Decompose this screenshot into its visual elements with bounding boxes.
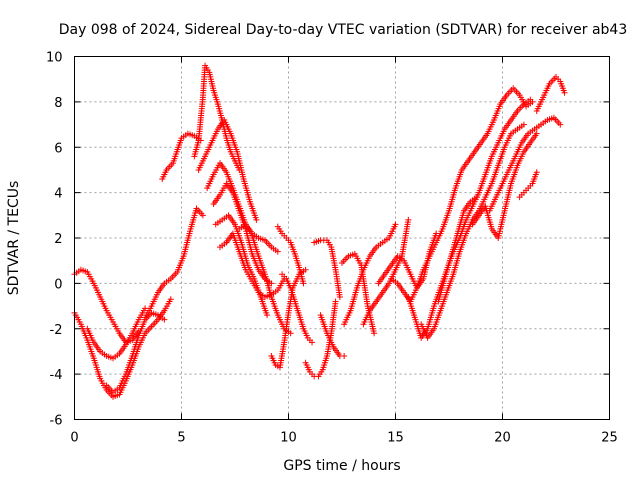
series-track-7 — [191, 62, 243, 173]
y-tick-label: 8 — [54, 96, 62, 111]
data-point-marker — [371, 330, 378, 337]
series-track-13 — [236, 221, 294, 337]
series-track-26 — [418, 121, 527, 341]
x-tick-label: 5 — [177, 431, 185, 446]
x-axis-label: GPS time / hours — [283, 458, 400, 474]
data-point-marker — [167, 296, 174, 303]
data-point-marker — [533, 130, 540, 137]
series-track-24 — [388, 85, 536, 305]
y-tick-label: -4 — [50, 368, 63, 383]
series-track-27 — [435, 194, 480, 305]
data-point-marker — [199, 212, 206, 219]
plot-frame — [74, 56, 610, 420]
y-axis-label: SDTVAR / TECUs — [6, 181, 22, 296]
series-track-4 — [103, 309, 168, 396]
data-point-marker — [309, 339, 316, 346]
data-point-marker — [533, 169, 540, 176]
data-points — [71, 62, 568, 400]
data-point-marker — [300, 280, 307, 287]
series-track-5 — [142, 205, 206, 321]
data-point-marker — [341, 352, 348, 359]
series-track-22 — [360, 216, 412, 328]
series-track-3 — [84, 305, 149, 362]
series-track-16 — [279, 271, 316, 346]
grid — [74, 56, 610, 420]
data-point-marker — [274, 248, 281, 255]
axis-ticks: 0 5 10 15 20 25 -6 -4 -2 0 2 4 6 8 10 — [46, 51, 618, 446]
data-point-marker — [302, 266, 309, 273]
series-track-29 — [486, 114, 564, 214]
series-track-28 — [469, 130, 540, 241]
data-point-marker — [161, 316, 168, 323]
y-tick-label: 0 — [54, 277, 62, 292]
data-point-marker — [473, 194, 480, 201]
y-tick-label: -2 — [50, 323, 63, 338]
data-point-marker — [142, 305, 149, 312]
series-track-8 — [195, 117, 260, 223]
data-point-marker — [557, 121, 564, 128]
series-track-6 — [159, 130, 204, 183]
series-track-31 — [533, 73, 568, 114]
series-track-30 — [516, 169, 540, 201]
series-track-12 — [217, 230, 288, 300]
series-track-15 — [274, 223, 307, 287]
data-point-marker — [520, 121, 527, 128]
y-tick-label: 6 — [54, 141, 62, 156]
y-tick-label: 2 — [54, 232, 62, 247]
data-point-marker — [527, 96, 534, 103]
data-point-marker — [561, 89, 568, 96]
y-tick-label: 10 — [46, 51, 63, 66]
data-point-marker — [264, 312, 271, 319]
data-point-marker — [332, 298, 339, 305]
data-point-marker — [253, 216, 260, 223]
series-track-19 — [317, 312, 348, 359]
data-point-marker — [405, 216, 412, 223]
y-tick-label: 4 — [54, 187, 62, 202]
x-tick-label: 15 — [387, 431, 404, 446]
series-track-21 — [341, 221, 399, 328]
data-point-marker — [287, 330, 294, 337]
x-tick-label: 10 — [280, 431, 297, 446]
data-point-marker — [392, 221, 399, 228]
data-point-marker — [336, 293, 343, 300]
x-tick-label: 25 — [601, 431, 618, 446]
x-tick-label: 20 — [494, 431, 511, 446]
y-tick-label: -6 — [50, 414, 63, 429]
chart-title: Day 098 of 2024, Sidereal Day-to-day VTE… — [59, 22, 628, 38]
series-track-18 — [311, 237, 343, 300]
x-tick-label: 0 — [70, 431, 78, 446]
